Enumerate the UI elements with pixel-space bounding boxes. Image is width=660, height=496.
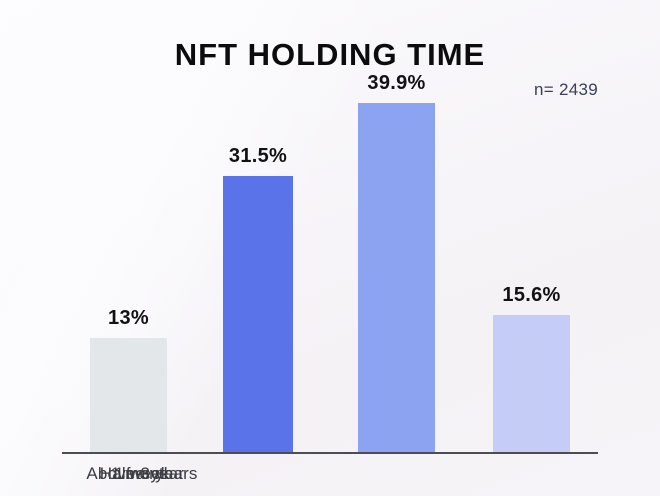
bar-1-month [223, 176, 293, 452]
bar-1-week [90, 338, 167, 452]
bar-half-a-year [358, 103, 435, 452]
bar-above-3-years [493, 315, 570, 452]
x-tick-label-half-a-year: Half a year [99, 464, 185, 483]
x-tick-label-1-month: 1 month [110, 464, 174, 483]
sample-size-label: n= 2439 [533, 80, 598, 99]
value-label-half-a-year: 39.9% [367, 72, 426, 94]
value-label-above-3-years: 15.6% [502, 284, 561, 306]
bar-group-1-week: 13% [90, 59, 167, 452]
x-tick-label-above-3-years: Above 3 years [86, 464, 198, 483]
value-label-1-week: 13% [108, 307, 149, 329]
x-tick-label-1-week: 1 week [114, 464, 170, 483]
x-axis-line [62, 452, 598, 454]
chart-title: NFT HOLDING TIME [174, 36, 486, 72]
chart-plot-area: 13% 31.5% 39.9% 15.6% 1 week 1 month Hal… [62, 59, 598, 489]
bar-group-half-a-year: 39.9% [358, 59, 435, 452]
bar-group-1-month: 31.5% [223, 59, 293, 452]
bar-group-above-3-years: 15.6% [493, 59, 570, 452]
value-label-1-month: 31.5% [228, 145, 288, 167]
